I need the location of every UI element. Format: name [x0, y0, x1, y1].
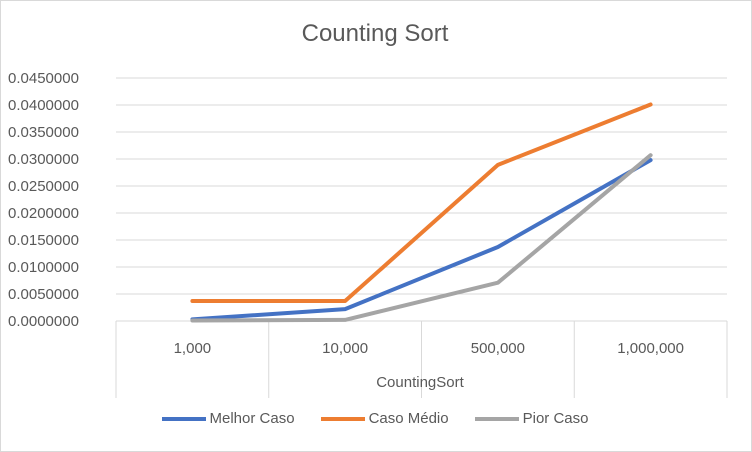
chart-title: Counting Sort: [301, 20, 449, 47]
y-axis-ticks: 0.0000000 0.0050000 0.0100000 0.0150000 0.02…: [8, 70, 79, 330]
legend-item: Caso Médio: [320, 410, 449, 427]
y-tick-label: 0.0300000: [8, 151, 79, 168]
legend-item: Pior Caso: [474, 410, 589, 427]
series-lines: [190, 102, 653, 323]
y-tick-label: 0.0100000: [8, 259, 79, 276]
legend-swatch: [474, 416, 519, 421]
x-tick-label: 10,000: [322, 340, 368, 357]
y-tick-label: 0.0150000: [8, 232, 79, 249]
y-tick-label: 0.0200000: [8, 205, 79, 222]
series-line: [190, 153, 653, 323]
legend: Melhor Caso Caso Médio Pior Caso: [0, 410, 750, 427]
y-tick-label: 0.0450000: [8, 70, 79, 87]
legend-swatch: [161, 416, 206, 421]
y-tick-label: 0.0400000: [8, 97, 79, 114]
legend-label: Caso Médio: [368, 410, 449, 427]
y-tick-label: 0.0250000: [8, 178, 79, 195]
x-tick-label: 500,000: [471, 340, 525, 357]
y-tick-label: 0.0000000: [8, 313, 79, 330]
legend-label: Melhor Caso: [209, 410, 295, 427]
series-line: [190, 158, 653, 322]
y-tick-label: 0.0350000: [8, 124, 79, 141]
legend-swatch: [320, 416, 365, 421]
legend-label: Pior Caso: [522, 410, 589, 427]
gridlines: [116, 77, 727, 295]
x-axis-label: CountingSort: [376, 374, 464, 391]
series-line: [190, 102, 653, 303]
x-tick-label: 1,000: [174, 340, 212, 357]
x-tick-label: 1,000,000: [617, 340, 684, 357]
legend-item: Melhor Caso: [161, 410, 295, 427]
y-tick-label: 0.0050000: [8, 286, 79, 303]
